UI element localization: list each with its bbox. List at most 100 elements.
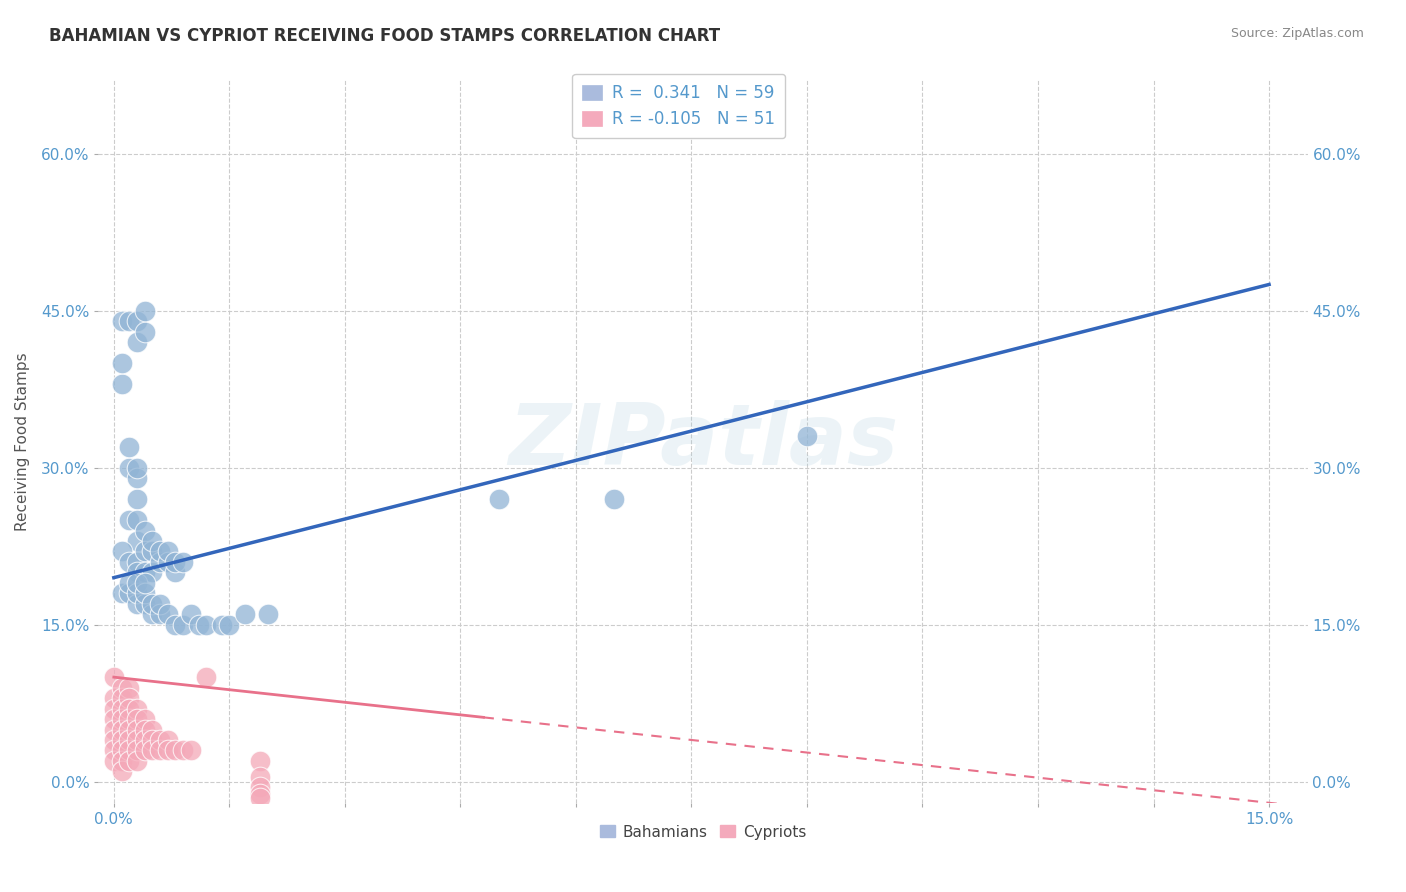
Text: BAHAMIAN VS CYPRIOT RECEIVING FOOD STAMPS CORRELATION CHART: BAHAMIAN VS CYPRIOT RECEIVING FOOD STAMP…	[49, 27, 720, 45]
Text: Source: ZipAtlas.com: Source: ZipAtlas.com	[1230, 27, 1364, 40]
Point	[141, 566, 163, 580]
Y-axis label: Receiving Food Stamps: Receiving Food Stamps	[15, 352, 30, 531]
Point	[125, 743, 148, 757]
Point	[172, 555, 194, 569]
Point	[141, 733, 163, 747]
Point	[110, 586, 132, 600]
Point	[110, 681, 132, 695]
Point	[195, 617, 218, 632]
Point	[149, 607, 172, 622]
Point	[257, 607, 280, 622]
Point	[118, 440, 141, 454]
Point	[110, 723, 132, 737]
Point	[110, 691, 132, 706]
Point	[134, 743, 156, 757]
Point	[149, 555, 172, 569]
Point	[125, 314, 148, 328]
Point	[110, 712, 132, 726]
Point	[141, 723, 163, 737]
Point	[125, 566, 148, 580]
Point	[125, 471, 148, 485]
Point	[110, 733, 132, 747]
Point	[118, 460, 141, 475]
Point	[149, 597, 172, 611]
Text: ZIPatlas: ZIPatlas	[508, 400, 898, 483]
Point	[134, 723, 156, 737]
Point	[249, 770, 271, 784]
Point	[118, 314, 141, 328]
Point	[118, 723, 141, 737]
Point	[134, 575, 156, 590]
Point	[149, 544, 172, 558]
Point	[118, 754, 141, 768]
Point	[156, 733, 179, 747]
Point	[180, 607, 202, 622]
Point	[103, 723, 125, 737]
Point	[125, 513, 148, 527]
Point	[172, 743, 194, 757]
Point	[103, 754, 125, 768]
Point	[249, 788, 271, 802]
Point	[125, 586, 148, 600]
Point	[172, 617, 194, 632]
Point	[118, 733, 141, 747]
Point	[110, 356, 132, 370]
Point	[134, 524, 156, 538]
Point	[125, 575, 148, 590]
Point	[103, 670, 125, 684]
Point	[125, 555, 148, 569]
Point	[110, 764, 132, 779]
Point	[165, 617, 187, 632]
Point	[118, 555, 141, 569]
Point	[125, 723, 148, 737]
Point	[110, 314, 132, 328]
Point	[141, 607, 163, 622]
Point	[603, 492, 626, 507]
Point	[103, 701, 125, 715]
Point	[149, 733, 172, 747]
Point	[165, 555, 187, 569]
Point	[141, 597, 163, 611]
Point	[125, 754, 148, 768]
Point	[118, 513, 141, 527]
Point	[125, 701, 148, 715]
Point	[141, 544, 163, 558]
Point	[103, 691, 125, 706]
Point	[134, 586, 156, 600]
Point	[195, 670, 218, 684]
Point	[187, 617, 209, 632]
Point	[249, 754, 271, 768]
Point	[125, 534, 148, 549]
Point	[125, 334, 148, 349]
Point	[103, 743, 125, 757]
Point	[141, 534, 163, 549]
Point	[125, 460, 148, 475]
Point	[141, 743, 163, 757]
Point	[156, 743, 179, 757]
Point	[156, 544, 179, 558]
Point	[118, 691, 141, 706]
Point	[110, 743, 132, 757]
Point	[118, 712, 141, 726]
Point	[180, 743, 202, 757]
Point	[796, 429, 818, 443]
Point	[134, 712, 156, 726]
Point	[134, 566, 156, 580]
Point	[103, 712, 125, 726]
Legend: Bahamians, Cypriots: Bahamians, Cypriots	[593, 819, 813, 846]
Point	[249, 780, 271, 794]
Point	[156, 607, 179, 622]
Point	[110, 754, 132, 768]
Point	[110, 544, 132, 558]
Point	[218, 617, 240, 632]
Point	[118, 586, 141, 600]
Point	[488, 492, 510, 507]
Point	[134, 303, 156, 318]
Point	[165, 566, 187, 580]
Point	[118, 681, 141, 695]
Point	[165, 743, 187, 757]
Point	[134, 733, 156, 747]
Point	[156, 555, 179, 569]
Point	[110, 376, 132, 391]
Point	[134, 544, 156, 558]
